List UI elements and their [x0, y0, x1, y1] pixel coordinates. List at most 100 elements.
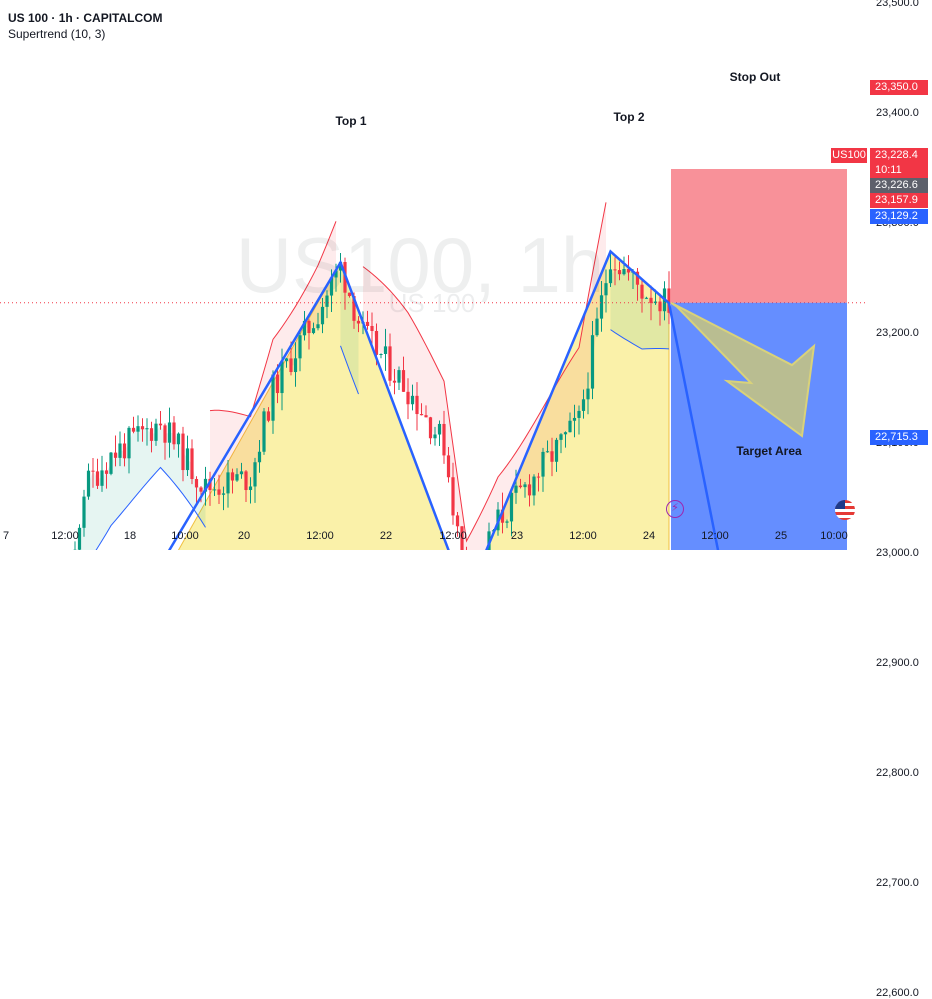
candle-body: [267, 411, 270, 420]
candle-body: [528, 484, 531, 495]
candle-body: [402, 370, 405, 392]
candle-body: [226, 472, 229, 493]
chart-title[interactable]: US 100 · 1h · CAPITALCOM: [8, 11, 162, 25]
x-tick-label: 10:00: [820, 530, 848, 542]
symbol-badge: US100: [831, 148, 867, 163]
candle-body: [181, 434, 184, 470]
candle-body: [262, 411, 265, 451]
candle-body: [379, 354, 382, 355]
y-tick-label: 23,000.0: [876, 547, 919, 559]
x-tick-label: 12:00: [51, 530, 79, 542]
candle-body: [312, 328, 315, 333]
candle-body: [519, 486, 522, 487]
candle-body: [586, 389, 589, 400]
candle-body: [235, 474, 238, 480]
candle-body: [415, 396, 418, 414]
candle-body: [348, 293, 351, 296]
candle-body: [357, 321, 360, 324]
candle-body: [82, 497, 85, 528]
candle-countdown: 10:11: [875, 163, 928, 177]
candle-body: [271, 375, 274, 421]
x-tick-label: 10:00: [171, 530, 199, 542]
top1-label: Top 1: [335, 114, 366, 128]
candle-body: [456, 515, 459, 526]
current-price-badge: 23,228.4 10:11: [870, 148, 928, 178]
candle-body: [231, 472, 234, 480]
supertrend-blue-badge: 23,129.2: [870, 209, 928, 224]
candle-body: [213, 489, 216, 490]
indicator-legend[interactable]: Supertrend (10, 3): [8, 27, 105, 41]
candle-body: [523, 484, 526, 487]
candle-body: [186, 448, 189, 470]
candle-body: [276, 375, 279, 394]
candle-body: [609, 269, 612, 283]
candle-body: [244, 471, 247, 490]
stop-price-badge: 23,350.0: [870, 80, 928, 95]
current-price-value: 23,228.4: [875, 148, 928, 163]
candle-body: [141, 426, 144, 429]
candle-body: [451, 477, 454, 515]
y-tick-label: 22,800.0: [876, 767, 919, 779]
x-tick-label: 12:00: [569, 530, 597, 542]
target-area-label: Target Area: [736, 444, 801, 458]
candle-body: [532, 477, 535, 496]
candle-body: [433, 434, 436, 438]
candle-body: [375, 331, 378, 355]
candle-body: [505, 521, 508, 522]
candle-body: [100, 470, 103, 485]
candle-body: [298, 335, 301, 358]
candle-body: [289, 358, 292, 372]
candle-body: [559, 434, 562, 440]
candle-body: [127, 428, 130, 458]
y-tick-label: 23,500.0: [876, 0, 919, 9]
candle-body: [316, 324, 319, 328]
x-tick-label: 25: [775, 530, 787, 542]
x-tick-label: 12:00: [306, 530, 334, 542]
candle-body: [438, 424, 441, 435]
candle-body: [159, 424, 162, 426]
top2-label: Top 2: [613, 110, 644, 124]
candle-body: [150, 428, 153, 441]
candle-body: [105, 470, 108, 473]
candle-body: [582, 399, 585, 411]
candle-body: [195, 479, 198, 487]
candle-body: [514, 486, 517, 493]
candle-body: [541, 452, 544, 477]
candle-body: [406, 392, 409, 404]
candle-body: [154, 424, 157, 441]
candle-body: [595, 319, 598, 336]
candle-body: [429, 417, 432, 438]
candle-body: [600, 295, 603, 318]
candle-body: [190, 448, 193, 479]
y-tick-label: 22,700.0: [876, 877, 919, 889]
y-tick-label: 22,600.0: [876, 987, 919, 999]
x-tick-label: 12:00: [701, 530, 729, 542]
candle-body: [622, 269, 625, 274]
us-flag-icon[interactable]: [835, 500, 855, 520]
candle-body: [613, 269, 616, 270]
lightning-icon[interactable]: ⚡: [666, 500, 684, 518]
candle-body: [258, 452, 261, 462]
candle-body: [280, 361, 283, 393]
candle-body: [145, 428, 148, 429]
candle-body: [366, 322, 369, 326]
x-tick-label: 22: [380, 530, 392, 542]
candle-body: [537, 477, 540, 478]
candle-body: [168, 422, 171, 442]
candle-body: [222, 493, 225, 494]
candle-body: [573, 418, 576, 421]
x-tick-label: 12:00: [439, 530, 467, 542]
candle-body: [163, 425, 166, 442]
candle-body: [87, 471, 90, 497]
supertrend-red-badge: 23,157.9: [870, 193, 928, 208]
candle-body: [91, 471, 94, 472]
candle-body: [420, 414, 423, 415]
candle-body: [411, 396, 414, 404]
candle-body: [550, 451, 553, 462]
y-tick-label: 22,900.0: [876, 657, 919, 669]
candle-body: [249, 486, 252, 490]
candle-body: [555, 440, 558, 462]
x-tick-label: 18: [124, 530, 136, 542]
